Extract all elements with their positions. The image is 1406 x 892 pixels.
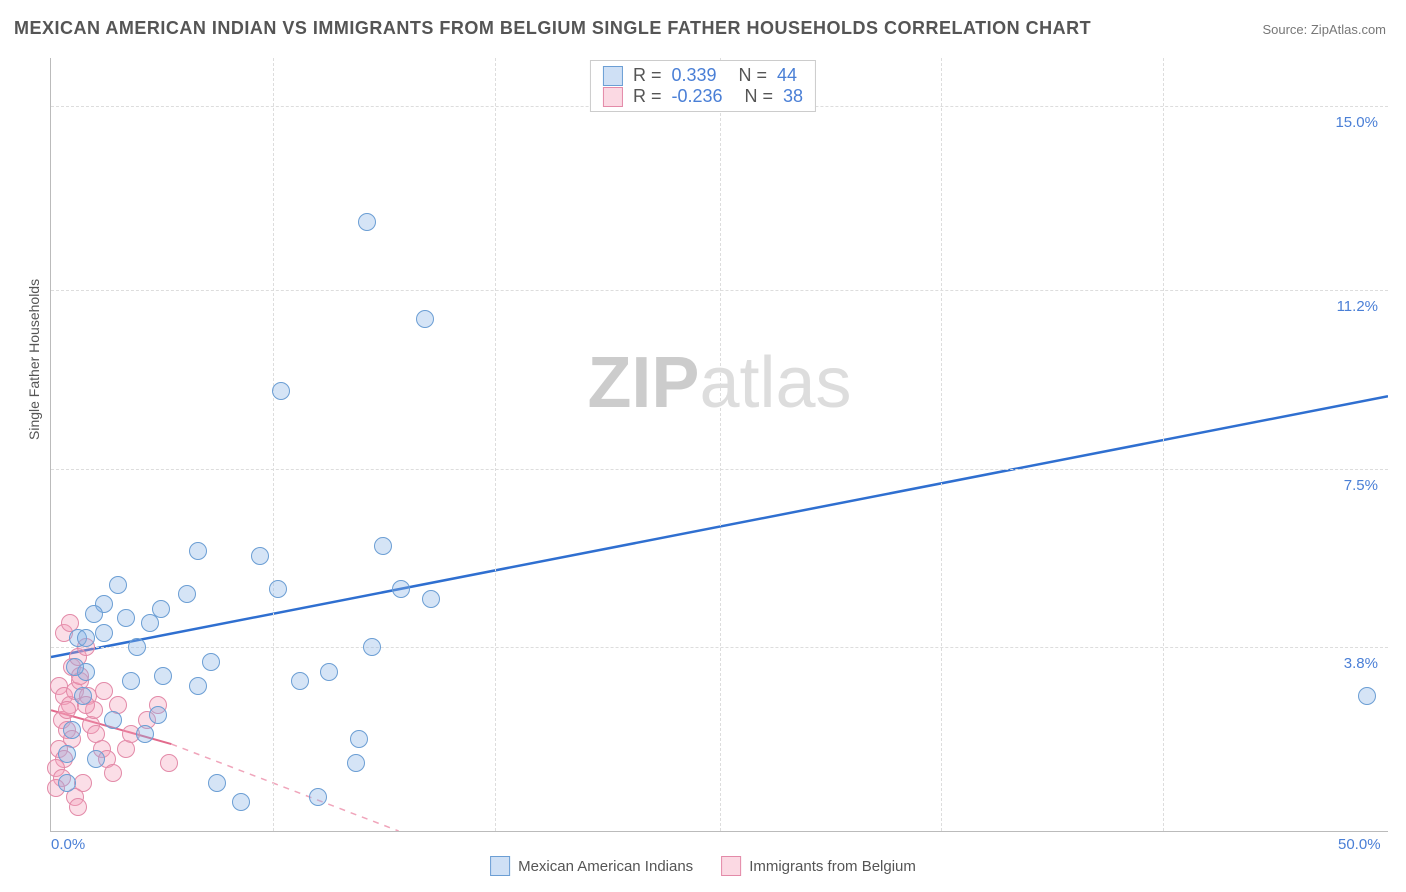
y-tick-label: 3.8% [1344, 655, 1378, 672]
gridline-v [1163, 58, 1164, 831]
scatter-point [251, 547, 269, 565]
scatter-point [374, 537, 392, 555]
scatter-point [189, 542, 207, 560]
scatter-point [128, 638, 146, 656]
scatter-point [347, 754, 365, 772]
gridline-v [495, 58, 496, 831]
legend-row-blue: R = 0.339 N = 44 [603, 65, 803, 86]
scatter-point [87, 750, 105, 768]
swatch-blue [490, 856, 510, 876]
scatter-point [1358, 687, 1376, 705]
scatter-point [122, 672, 140, 690]
scatter-point [63, 721, 81, 739]
scatter-point [272, 382, 290, 400]
scatter-point [269, 580, 287, 598]
scatter-point [85, 605, 103, 623]
y-tick-label: 11.2% [1337, 298, 1378, 315]
scatter-point [363, 638, 381, 656]
scatter-point [109, 576, 127, 594]
legend-row-pink: R = -0.236 N = 38 [603, 86, 803, 107]
y-axis-label: Single Father Households [26, 279, 42, 440]
scatter-point [74, 687, 92, 705]
scatter-point [58, 701, 76, 719]
scatter-point [422, 590, 440, 608]
scatter-point [104, 711, 122, 729]
scatter-point [95, 624, 113, 642]
gridline-v [273, 58, 274, 831]
source-label: Source: ZipAtlas.com [1262, 22, 1386, 37]
scatter-point [66, 658, 84, 676]
x-tick-label: 50.0% [1338, 836, 1381, 853]
scatter-point [291, 672, 309, 690]
y-tick-label: 7.5% [1344, 477, 1378, 494]
scatter-point [58, 745, 76, 763]
chart-container: MEXICAN AMERICAN INDIAN VS IMMIGRANTS FR… [0, 0, 1406, 892]
scatter-point [416, 310, 434, 328]
scatter-point [189, 677, 207, 695]
legend-item-blue: Mexican American Indians [490, 856, 693, 876]
scatter-point [104, 764, 122, 782]
scatter-point [232, 793, 250, 811]
legend-series: Mexican American Indians Immigrants from… [490, 856, 916, 876]
y-tick-label: 15.0% [1335, 114, 1378, 131]
scatter-point [69, 798, 87, 816]
scatter-point [358, 213, 376, 231]
scatter-point [154, 667, 172, 685]
scatter-point [309, 788, 327, 806]
legend-correlation: R = 0.339 N = 44 R = -0.236 N = 38 [590, 60, 816, 112]
scatter-point [392, 580, 410, 598]
swatch-pink [603, 87, 623, 107]
scatter-point [77, 629, 95, 647]
scatter-point [136, 725, 154, 743]
gridline-v [720, 58, 721, 831]
scatter-point [202, 653, 220, 671]
scatter-point [152, 600, 170, 618]
legend-item-pink: Immigrants from Belgium [721, 856, 916, 876]
scatter-point [178, 585, 196, 603]
x-tick-label: 0.0% [51, 836, 85, 853]
scatter-point [160, 754, 178, 772]
scatter-point [320, 663, 338, 681]
scatter-point [350, 730, 368, 748]
scatter-point [95, 682, 113, 700]
chart-title: MEXICAN AMERICAN INDIAN VS IMMIGRANTS FR… [14, 18, 1091, 39]
plot-area: ZIPatlas 3.8%7.5%11.2%15.0%0.0%50.0% [50, 58, 1388, 832]
swatch-blue [603, 66, 623, 86]
scatter-point [58, 774, 76, 792]
gridline-v [941, 58, 942, 831]
scatter-point [208, 774, 226, 792]
swatch-pink [721, 856, 741, 876]
scatter-point [149, 706, 167, 724]
scatter-point [117, 609, 135, 627]
